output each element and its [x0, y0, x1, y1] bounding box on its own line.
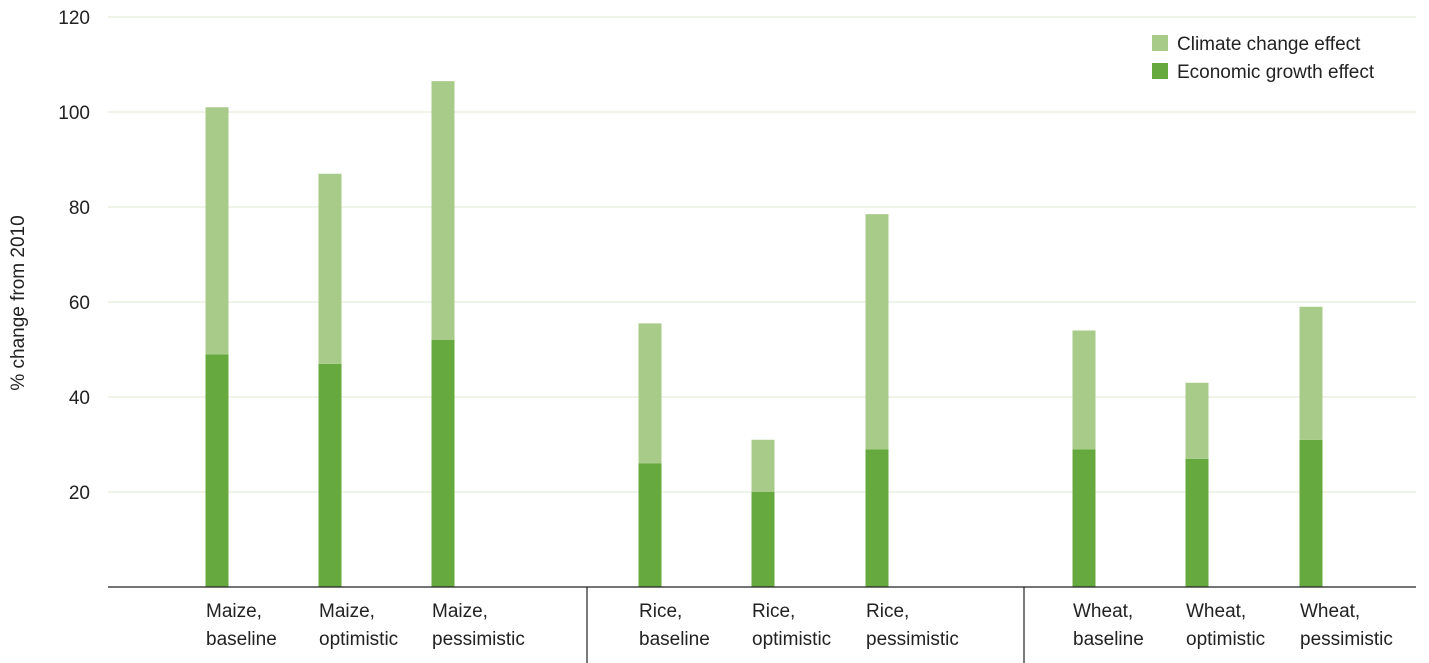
- bar-climate-change-rice-pessimistic: [865, 214, 889, 450]
- y-tick-label-80: 80: [69, 198, 90, 219]
- x-tick-label-wheat-pessimistic-line2: pessimistic: [1300, 629, 1393, 650]
- bar-economic-growth-maize-pessimistic: [431, 340, 455, 587]
- y-tick-label-120: 120: [58, 8, 90, 29]
- bar-economic-growth-maize-baseline: [205, 354, 229, 587]
- bar-economic-growth-wheat-optimistic: [1185, 458, 1209, 587]
- y-axis-ticks: 20 40 60 80 100 120: [58, 8, 90, 504]
- x-tick-label-rice-baseline-line1: Rice,: [639, 601, 682, 622]
- legend-label-climate-change-effect: Climate change effect: [1177, 34, 1361, 55]
- y-tick-label-40: 40: [69, 388, 90, 409]
- x-tick-label-wheat-optimistic-line2: optimistic: [1186, 629, 1265, 650]
- bar-climate-change-maize-baseline: [205, 107, 229, 355]
- y-tick-label-20: 20: [69, 483, 90, 504]
- bar-economic-growth-wheat-baseline: [1072, 449, 1096, 587]
- x-tick-label-maize-optimistic-line1: Maize,: [319, 601, 375, 622]
- bar-climate-change-wheat-pessimistic: [1299, 306, 1323, 440]
- bar-economic-growth-wheat-pessimistic: [1299, 439, 1323, 587]
- bar-climate-change-wheat-baseline: [1072, 330, 1096, 450]
- gridlines: [108, 16, 1416, 493]
- x-tick-label-maize-optimistic-line2: optimistic: [319, 629, 398, 650]
- bars: [205, 81, 1323, 587]
- y-tick-label-60: 60: [69, 293, 90, 314]
- x-tick-label-maize-pessimistic-line1: Maize,: [432, 601, 488, 622]
- x-tick-label-rice-pessimistic-line1: Rice,: [866, 601, 909, 622]
- legend-swatch-climate-change-effect: [1152, 35, 1168, 51]
- bar-climate-change-maize-pessimistic: [431, 81, 455, 340]
- x-tick-label-maize-baseline-line1: Maize,: [206, 601, 262, 622]
- bar-climate-change-wheat-optimistic: [1185, 382, 1209, 459]
- bar-climate-change-rice-optimistic: [751, 439, 775, 492]
- legend-label-economic-growth-effect: Economic growth effect: [1177, 62, 1375, 83]
- x-tick-label-wheat-baseline-line2: baseline: [1073, 629, 1144, 650]
- bar-economic-growth-rice-baseline: [638, 463, 662, 587]
- bar-economic-growth-rice-optimistic: [751, 492, 775, 587]
- bar-economic-growth-maize-optimistic: [318, 363, 342, 587]
- x-tick-label-wheat-pessimistic-line1: Wheat,: [1300, 601, 1360, 622]
- x-tick-label-rice-optimistic-line1: Rice,: [752, 601, 795, 622]
- x-tick-label-wheat-baseline-line1: Wheat,: [1073, 601, 1133, 622]
- legend-swatch-economic-growth-effect: [1152, 63, 1168, 79]
- y-tick-label-100: 100: [58, 103, 90, 124]
- bar-climate-change-maize-optimistic: [318, 173, 342, 364]
- x-tick-label-rice-pessimistic-line2: pessimistic: [866, 629, 959, 650]
- x-tick-label-rice-optimistic-line2: optimistic: [752, 629, 831, 650]
- bar-climate-change-rice-baseline: [638, 323, 662, 464]
- x-tick-label-maize-pessimistic-line2: pessimistic: [432, 629, 525, 650]
- x-tick-label-wheat-optimistic-line1: Wheat,: [1186, 601, 1246, 622]
- x-axis: Maize, baseline Maize, optimistic Maize, pess…: [108, 586, 1416, 663]
- x-tick-label-rice-baseline-line2: baseline: [639, 629, 710, 650]
- x-tick-label-maize-baseline-line2: baseline: [206, 629, 277, 650]
- y-axis-title: % change from 2010: [8, 215, 29, 390]
- bar-economic-growth-rice-pessimistic: [865, 449, 889, 587]
- legend: Climate change effect Economic growth eff…: [1152, 34, 1375, 83]
